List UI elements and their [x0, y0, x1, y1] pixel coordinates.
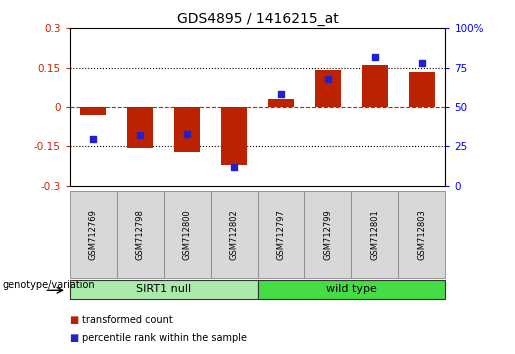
Text: GSM712802: GSM712802	[230, 209, 238, 260]
Point	[89, 136, 97, 141]
Text: GSM712769: GSM712769	[89, 209, 97, 260]
Point	[136, 133, 144, 138]
Bar	[268, 99, 294, 107]
Text: GSM712803: GSM712803	[418, 209, 426, 260]
Text: GSM712801: GSM712801	[370, 209, 380, 260]
Bar	[362, 65, 388, 107]
Bar	[127, 107, 153, 148]
Text: GSM712800: GSM712800	[182, 209, 192, 260]
Bar	[409, 72, 435, 107]
Point	[183, 131, 191, 137]
Point	[277, 92, 285, 97]
Point	[418, 60, 426, 66]
Bar	[221, 107, 247, 165]
Bar	[315, 70, 341, 107]
Text: GSM712799: GSM712799	[323, 209, 333, 260]
Text: SIRT1 null: SIRT1 null	[136, 284, 191, 295]
Bar	[174, 107, 200, 152]
Text: GDS4895 / 1416215_at: GDS4895 / 1416215_at	[177, 12, 338, 27]
Text: transformed count: transformed count	[82, 315, 173, 325]
Text: ■: ■	[70, 333, 79, 343]
Text: wild type: wild type	[326, 284, 377, 295]
Text: ■: ■	[70, 315, 79, 325]
Point	[324, 76, 332, 81]
Bar	[80, 107, 106, 115]
Text: genotype/variation: genotype/variation	[3, 280, 95, 290]
Text: GSM712797: GSM712797	[277, 209, 285, 260]
Text: percentile rank within the sample: percentile rank within the sample	[82, 333, 247, 343]
Text: GSM712798: GSM712798	[135, 209, 145, 260]
Point	[371, 54, 379, 59]
Point	[230, 164, 238, 170]
